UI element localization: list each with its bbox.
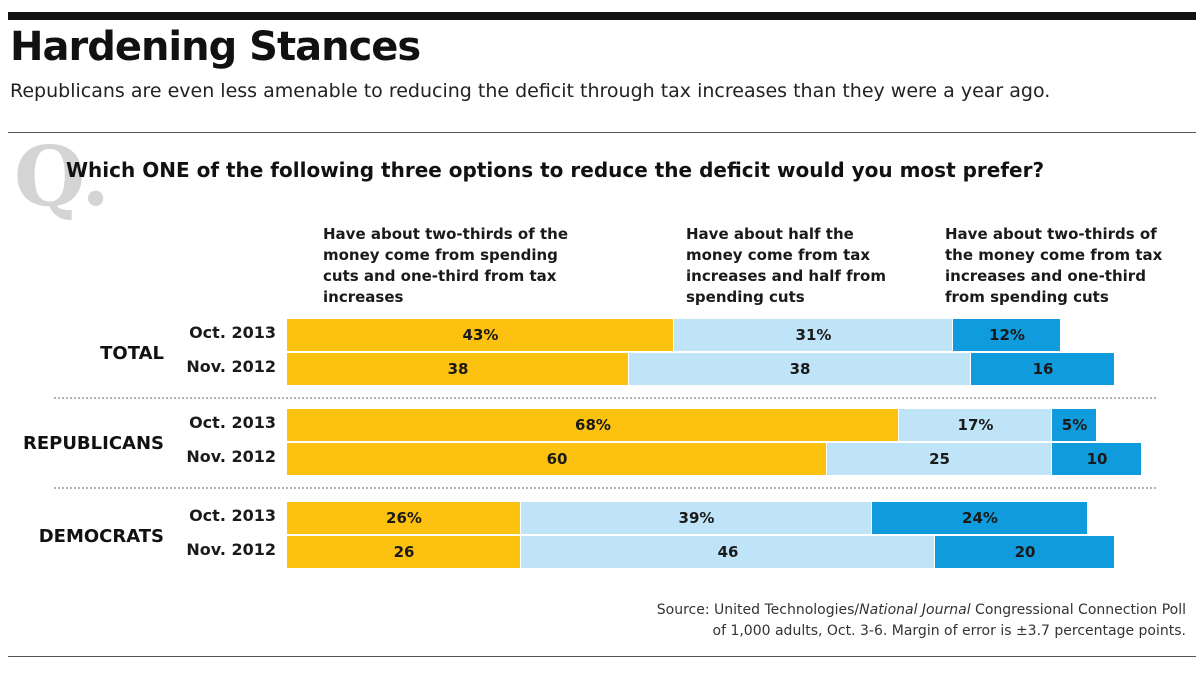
data-label: 38 (789, 360, 811, 378)
period-label: Oct. 2013 (189, 323, 276, 342)
bar-segment-option-1 (287, 353, 629, 385)
period-label: Nov. 2012 (186, 447, 276, 466)
group-label-democrats: DEMOCRATS (38, 526, 164, 547)
group-divider (54, 397, 1156, 399)
period-label: Nov. 2012 (186, 357, 276, 376)
bar-segment-option-3 (1052, 409, 1097, 441)
period-label: Oct. 2013 (189, 413, 276, 432)
bar-segment-option-2 (674, 319, 953, 351)
bar-segment-option-1 (287, 409, 899, 441)
data-label: 20 (1014, 543, 1036, 561)
question-text: Which ONE of the following three options… (66, 158, 1045, 182)
group-label-republicans: REPUBLICANS (22, 433, 164, 454)
data-label: 31% (795, 326, 832, 344)
bar-segment-option-3 (935, 536, 1115, 568)
bar-segment-option-2 (827, 443, 1052, 475)
data-label: 26% (386, 509, 422, 527)
bar-segment-option-3 (1052, 443, 1142, 475)
option-header-2: Have about half the money come from tax … (686, 225, 886, 306)
bar-segment-option-2 (629, 353, 971, 385)
data-label: 26 (393, 543, 415, 561)
option-header-3: Have about two-thirds of the money come … (945, 225, 1163, 306)
question-mark-glyph: Q. (14, 129, 110, 225)
bar-segment-option-3 (971, 353, 1115, 385)
data-label: 38 (447, 360, 469, 378)
data-label: 68% (575, 416, 611, 434)
source-line-2: of 1,000 adults, Oct. 3-6. Margin of err… (712, 623, 1187, 639)
group-divider (54, 487, 1156, 489)
data-label: 16 (1032, 360, 1054, 378)
bottom-rule (8, 656, 1196, 657)
group-label-total: TOTAL (100, 343, 164, 364)
bar-segment-option-2 (521, 502, 872, 534)
top-rule (8, 12, 1196, 20)
data-label: 5% (1061, 416, 1088, 434)
bar-segment-option-1 (287, 502, 521, 534)
bar-segment-option-1 (287, 536, 521, 568)
source-prefix: Source: United Technologies/ (656, 602, 860, 618)
header-divider (8, 132, 1196, 133)
data-label: 39% (678, 509, 715, 527)
data-label: 12% (989, 326, 1025, 344)
data-label: 43% (462, 326, 499, 344)
bar-segment-option-3 (872, 502, 1088, 534)
bar-segment-option-1 (287, 443, 827, 475)
bar-segment-option-3 (953, 319, 1061, 351)
source-note: Source: United Technologies/National Jou… (657, 600, 1186, 642)
period-label: Nov. 2012 (186, 540, 276, 559)
bar-segment-option-1 (287, 319, 674, 351)
data-label: 46 (717, 543, 739, 561)
option-header-1: Have about two-thirds of the money come … (323, 225, 568, 306)
chart-title: Hardening Stances (10, 24, 421, 70)
data-label: 17% (957, 416, 994, 434)
bar-segment-option-2 (899, 409, 1052, 441)
chart-subtitle: Republicans are even less amenable to re… (10, 80, 1051, 102)
bar-segment-option-2 (521, 536, 935, 568)
data-label: 10 (1086, 450, 1108, 468)
data-label: 25 (929, 450, 950, 468)
data-label: 60 (546, 450, 568, 468)
source-suffix: Congressional Connection Poll (970, 602, 1186, 618)
period-label: Oct. 2013 (189, 506, 276, 525)
source-publication: National Journal (859, 602, 971, 618)
data-label: 24% (962, 509, 998, 527)
